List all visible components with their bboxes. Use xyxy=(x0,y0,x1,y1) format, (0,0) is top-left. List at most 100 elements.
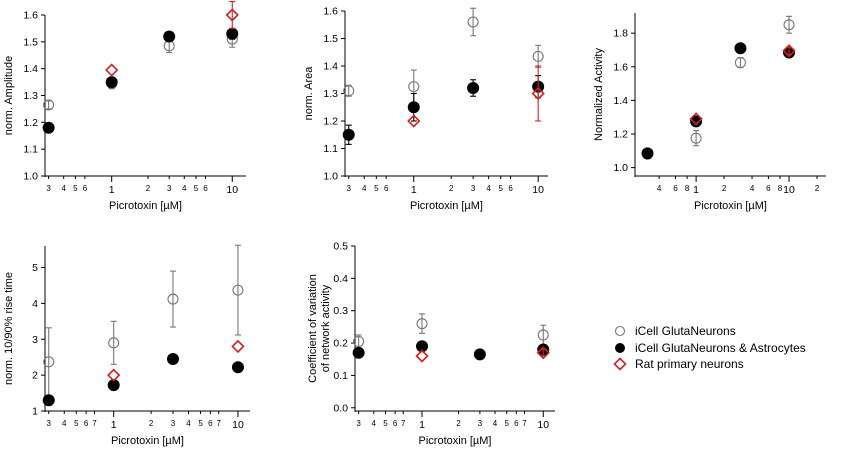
data-point-filled-circle xyxy=(467,82,480,94)
y-tick-label: 1.6 xyxy=(323,6,338,18)
x-minor-tick-label: 8 xyxy=(778,184,783,193)
data-point-filled-circle xyxy=(641,147,654,160)
data-point-filled-circle xyxy=(473,348,486,361)
x-axis-title: Picrotoxin [µM] xyxy=(111,435,184,447)
data-point-open-circle xyxy=(467,16,479,28)
y-axis-title: norm. Amplitude xyxy=(3,56,15,135)
y-tick-label: 1.2 xyxy=(23,117,38,129)
legend-diamond-icon xyxy=(613,357,627,371)
x-minor-tick-label: 4 xyxy=(750,184,755,193)
x-minor-tick-label: 6 xyxy=(84,419,89,428)
x-minor-tick-label: 6 xyxy=(393,419,398,428)
x-major-tick-label: 1 xyxy=(411,184,417,196)
data-point-diamond xyxy=(105,63,119,77)
legend-item-rat: Rat primary neurons xyxy=(613,357,744,371)
data-point-filled-circle xyxy=(231,361,244,374)
y-tick-label: 1.2 xyxy=(613,128,628,140)
legend-label: Rat primary neurons xyxy=(635,357,744,371)
y-tick-label: 1 xyxy=(32,406,38,418)
x-minor-tick-label: 4 xyxy=(182,184,187,193)
y-tick-label: 0.0 xyxy=(333,402,348,414)
data-point-open-circle xyxy=(108,337,120,349)
legend-filled-circle-icon xyxy=(615,343,625,353)
x-major-tick-label: 10 xyxy=(537,419,549,431)
data-point-open-circle xyxy=(690,132,702,144)
data-point-open-circle xyxy=(353,335,365,347)
data-point-diamond xyxy=(225,8,239,22)
series-rat xyxy=(105,1,239,77)
data-point-filled-circle xyxy=(690,115,703,128)
series-astro xyxy=(42,352,244,407)
y-tick-label: 0.1 xyxy=(333,370,348,382)
x-minor-tick-label: 3 xyxy=(46,184,51,193)
y-tick-label: 1.0 xyxy=(23,171,38,183)
data-point-open-circle xyxy=(167,293,179,305)
y-tick-label: 1.1 xyxy=(23,144,38,156)
x-major-tick-label: 10 xyxy=(532,184,544,196)
data-point-filled-circle xyxy=(105,76,118,89)
x-minor-tick-label: 5 xyxy=(374,184,379,193)
x-major-tick-label: 1 xyxy=(419,419,425,431)
data-point-open-circle xyxy=(734,57,746,69)
x-major-tick-label: 10 xyxy=(783,184,795,196)
data-point-open-circle xyxy=(537,329,549,341)
y-tick-label: 1.1 xyxy=(323,143,338,155)
series-rat xyxy=(407,65,545,128)
x-axis-title: Picrotoxin [µM] xyxy=(419,435,492,447)
x-minor-tick-label: 5 xyxy=(498,184,503,193)
data-point-open-circle xyxy=(43,356,55,368)
x-minor-tick-label: 4 xyxy=(657,184,662,193)
y-tick-label: 1.0 xyxy=(613,162,628,174)
x-minor-tick-label: 4 xyxy=(186,419,191,428)
y-axis-title: norm. 10/90% rise time xyxy=(3,272,15,385)
series-icell xyxy=(43,244,244,397)
x-minor-tick-label: 5 xyxy=(198,419,203,428)
y-tick-label: 1.6 xyxy=(613,61,628,73)
data-point-filled-circle xyxy=(407,101,420,114)
data-point-open-circle xyxy=(232,284,244,296)
x-minor-tick-label: 6 xyxy=(208,419,213,428)
x-major-tick-label: 1 xyxy=(693,184,699,196)
data-point-filled-circle xyxy=(416,340,429,353)
x-minor-tick-label: 5 xyxy=(194,184,199,193)
data-point-filled-circle xyxy=(342,128,355,141)
x-minor-tick-label: 3 xyxy=(347,184,352,193)
data-point-diamond xyxy=(231,339,245,354)
y-tick-label: 1.6 xyxy=(23,10,38,22)
chart-2: 1.01.11.21.31.41.51.61 103 4 5 6 2 3 4 5 6Picroto… xyxy=(303,6,548,212)
data-point-open-circle xyxy=(408,81,420,93)
x-minor-tick-label: 4 xyxy=(62,419,67,428)
series-rat xyxy=(107,339,245,382)
legend-label: iCell GlutaNeurons & Astrocytes xyxy=(635,341,806,355)
y-tick-label: 1.2 xyxy=(323,116,338,128)
y-tick-label: 3 xyxy=(32,334,38,346)
series-icell xyxy=(353,313,549,360)
x-minor-tick-label: 4 xyxy=(486,184,491,193)
data-point-diamond xyxy=(415,349,429,363)
x-minor-tick-label: 4 xyxy=(493,419,498,428)
data-point-diamond xyxy=(407,114,421,128)
x-minor-tick-label: 4 xyxy=(372,419,377,428)
x-minor-tick-label: 2 xyxy=(722,184,727,193)
data-point-open-circle xyxy=(532,50,544,62)
y-tick-label: 1.3 xyxy=(23,90,38,102)
data-point-filled-circle xyxy=(352,346,365,359)
series-astro xyxy=(342,75,545,145)
legend-item-icell: iCell GlutaNeurons xyxy=(614,324,736,338)
series-astro xyxy=(352,340,550,361)
x-minor-tick-label: 6 xyxy=(766,184,771,193)
x-minor-tick-label: 7 xyxy=(522,419,527,428)
x-minor-tick-label: 8 xyxy=(685,184,690,193)
data-point-diamond xyxy=(107,368,121,382)
data-point-open-circle xyxy=(43,99,55,111)
y-tick-label: 1.5 xyxy=(323,33,338,45)
y-tick-label: 1.3 xyxy=(323,88,338,100)
x-minor-tick-label: 6 xyxy=(673,184,678,193)
data-point-filled-circle xyxy=(163,30,176,43)
y-axis-title: norm. Area xyxy=(303,66,315,121)
x-major-tick-label: 10 xyxy=(232,419,244,431)
x-axis-title: Picrotoxin [µM] xyxy=(109,200,182,212)
y-tick-label: 0.3 xyxy=(333,305,348,317)
x-minor-tick-label: 3 xyxy=(471,184,476,193)
